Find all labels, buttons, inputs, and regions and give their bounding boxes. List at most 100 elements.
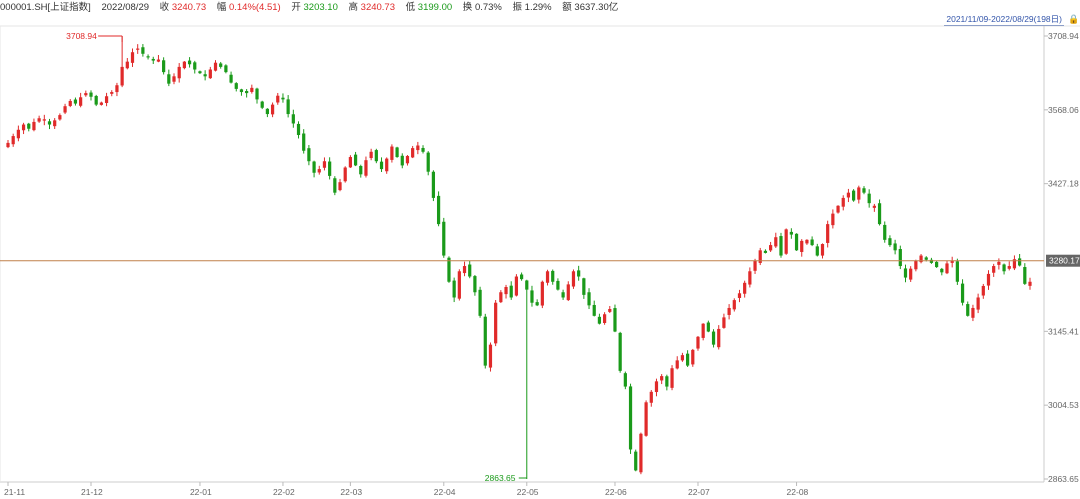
candle-body [426, 152, 430, 172]
low-annotation-label: 2863.65 [485, 473, 516, 483]
symbol-label: 000001.SH[上证指数] [0, 2, 91, 13]
candle-body [649, 391, 653, 403]
candle-body [359, 165, 363, 175]
candle-body [265, 108, 269, 115]
candle-body [110, 92, 114, 94]
candle-body [784, 229, 788, 254]
candle-body [577, 270, 581, 277]
amount-label: 额 [562, 2, 572, 13]
candle-body [971, 307, 975, 318]
candle-body [499, 292, 503, 303]
candle-body [566, 284, 570, 301]
candle-body [94, 95, 98, 105]
candle-body [1028, 281, 1032, 286]
candle-body [717, 328, 721, 348]
candle-body [488, 344, 493, 368]
candle-body [255, 88, 259, 100]
high-annotation-label: 3708.94 [66, 31, 97, 41]
candle-body [685, 353, 690, 366]
candle-body [748, 271, 752, 285]
candle-body [364, 160, 368, 176]
lock-icon[interactable]: 🔒 [1068, 14, 1080, 24]
candle-body [270, 104, 275, 115]
candle-body [743, 282, 747, 294]
y-tick-label: 2863.65 [1048, 474, 1079, 484]
candle-body [525, 280, 529, 290]
turnover-label: 换 [462, 2, 473, 13]
candle-body [820, 244, 825, 256]
candle-body [177, 66, 181, 79]
candle-body [992, 266, 996, 273]
candle-body [888, 238, 892, 246]
candle-body [519, 274, 524, 280]
candle-body [167, 74, 171, 84]
candle-body [592, 304, 596, 316]
candle-body [187, 60, 192, 65]
candle-body [794, 233, 799, 251]
candle-body [903, 268, 908, 278]
candle-body [431, 171, 436, 198]
candle-body [462, 266, 467, 274]
candle-body [924, 257, 928, 260]
candle-body [296, 123, 301, 136]
candle-body [411, 148, 415, 158]
candle-body [872, 205, 876, 208]
candle-body [997, 261, 1001, 265]
candle-body [867, 193, 871, 204]
change-value: 0.14%(4.51) [228, 2, 281, 13]
candle-body [136, 48, 140, 50]
candle-body [753, 260, 757, 271]
candle-body [1023, 267, 1027, 284]
candle-body [353, 154, 358, 166]
candle-body [322, 161, 327, 168]
candle-body [613, 308, 617, 332]
candle-body [815, 246, 819, 256]
y-tick-label: 3427.18 [1048, 179, 1079, 189]
candle-body [737, 293, 742, 298]
candle-body [514, 276, 519, 296]
high-value: 3240.73 [360, 2, 395, 13]
candle-body [84, 93, 88, 96]
chart-axes: 3708.94 3568.06 3427.18 3145.41 3004.53 2863.… [0, 25, 1080, 497]
reference-tag [1046, 254, 1080, 267]
candle-body [805, 239, 809, 244]
amplitude-label: 振 [512, 2, 523, 13]
candle-body [73, 99, 78, 104]
candle-body [955, 261, 959, 282]
candle-body [369, 151, 373, 159]
candle-body [670, 368, 674, 388]
candle-body [79, 97, 83, 106]
date-label: 2022/08/29 [101, 2, 150, 13]
candle-body [333, 178, 337, 193]
candle-body [945, 263, 949, 274]
amplitude-value: 1.29% [524, 2, 552, 13]
candle-body [940, 268, 944, 273]
candle-body [831, 213, 835, 226]
open-value: 3203.10 [303, 2, 338, 13]
candle-body [561, 292, 565, 298]
candle-body [104, 96, 109, 103]
candle-body [63, 106, 67, 113]
candle-body [950, 260, 954, 263]
candle-body [556, 280, 560, 290]
candle-body [146, 56, 150, 58]
candle-body [11, 136, 15, 145]
candle-body [16, 129, 20, 139]
candle-body [1002, 264, 1006, 272]
candle-body [400, 155, 404, 166]
y-tick-label: 3004.53 [1048, 400, 1079, 410]
candle-body [509, 285, 513, 298]
x-tick-label: 21-12 [81, 487, 103, 497]
candle-body [660, 376, 664, 381]
reference-tag-label: 3280.17 [1049, 256, 1080, 266]
candle-body [774, 237, 778, 247]
candle-body [1012, 259, 1017, 269]
candle-body [317, 169, 321, 173]
candle-body [442, 221, 446, 256]
candle-body [53, 120, 57, 127]
candle-body [960, 283, 965, 303]
low-label: 低 [405, 2, 416, 13]
candle-body [587, 292, 591, 306]
